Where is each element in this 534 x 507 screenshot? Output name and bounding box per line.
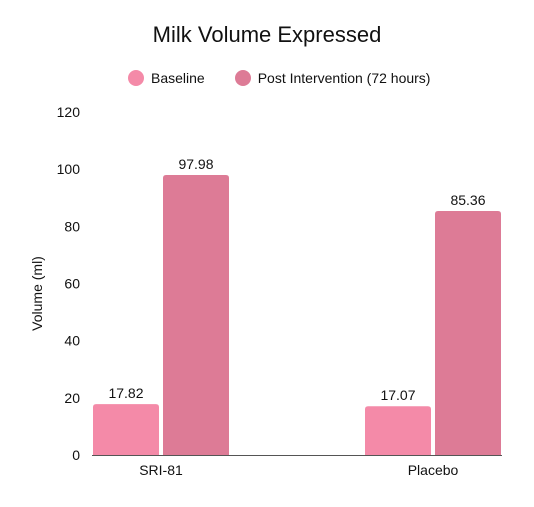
y-tick-label: 40 (64, 333, 80, 349)
bar-baseline-placebo (365, 406, 431, 455)
bar-baseline-sri-81 (93, 404, 159, 455)
y-tick-label: 120 (57, 104, 81, 120)
legend-item-post-intervention: Post Intervention (72 hours) (234, 70, 431, 86)
y-tick-label: 20 (64, 390, 80, 406)
legend-label-baseline: Baseline (151, 70, 205, 86)
y-tick-label: 100 (57, 161, 81, 177)
legend-swatch-baseline (128, 70, 144, 86)
bar-post-intervention-placebo (435, 211, 501, 455)
legend: Baseline Post Intervention (72 hours) (128, 70, 460, 86)
y-tick-label: 0 (72, 447, 80, 463)
y-tick-label: 60 (64, 276, 80, 292)
chart-title: Milk Volume Expressed (152, 22, 382, 47)
bar-post-intervention-sri-81 (163, 174, 229, 456)
legend-item-baseline: Baseline (128, 70, 205, 86)
x-tick-label: SRI-81 (139, 462, 183, 478)
data-label: 17.82 (108, 385, 143, 401)
legend-swatch-post-intervention (234, 70, 251, 86)
y-tick-label: 80 (64, 218, 80, 234)
legend-label-post-intervention: Post Intervention (72 hours) (257, 70, 431, 86)
x-tick-label: Placebo (408, 462, 459, 478)
y-axis-label: Volume (ml) (29, 256, 45, 331)
data-label: 85.36 (450, 192, 485, 208)
data-label: 97.98 (178, 156, 213, 172)
data-label: 17.07 (380, 387, 415, 403)
